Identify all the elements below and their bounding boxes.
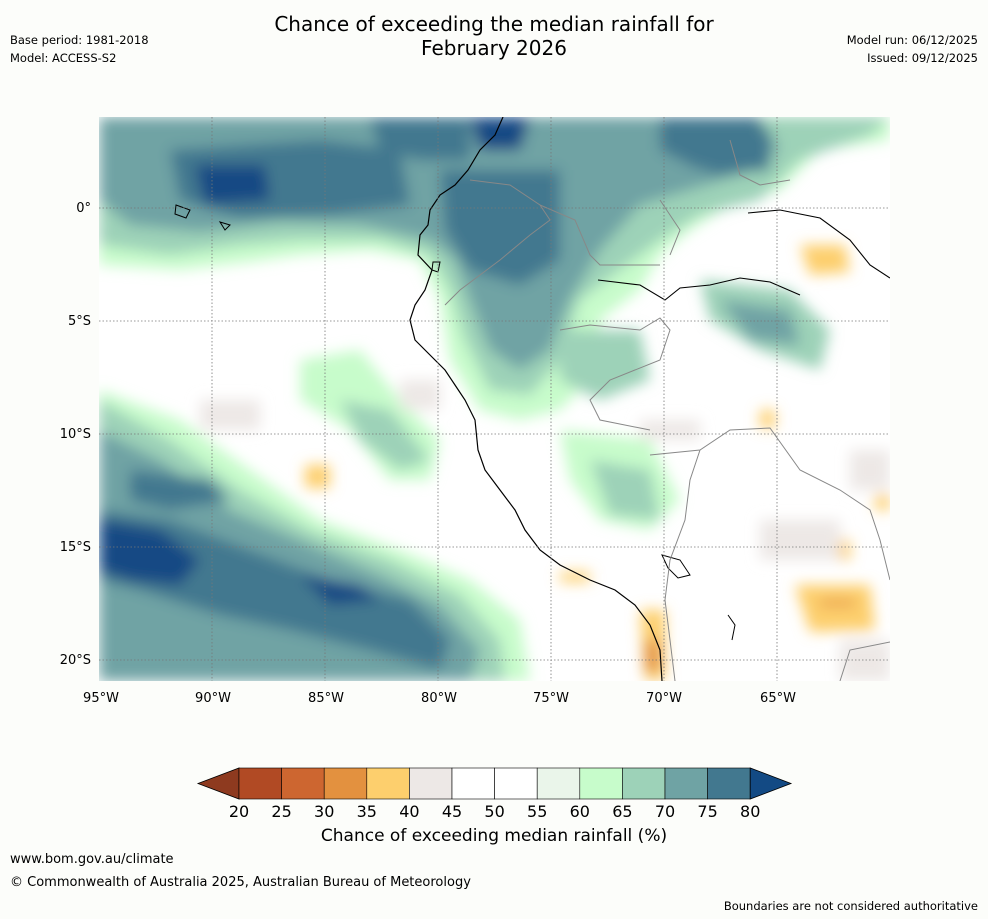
colorbar-segment — [707, 767, 751, 800]
lon-label-70w: 70°W — [646, 691, 682, 706]
lon-label-75w: 75°W — [533, 691, 569, 706]
colorbar-tick-label: 25 — [271, 802, 291, 821]
colorbar-segment — [366, 767, 410, 800]
colorbar-segment — [451, 767, 495, 800]
colorbar-segment — [238, 767, 282, 800]
map-title: Chance of exceeding the median rainfall … — [0, 12, 988, 60]
issued-text: Issued: 09/12/2025 — [867, 51, 978, 65]
colorbar-segment — [664, 767, 708, 800]
colorbar-tick-label: 35 — [357, 802, 377, 821]
lon-label-90w: 90°W — [195, 691, 231, 706]
colorbar-segment — [579, 767, 623, 800]
model-text: Model: ACCESS-S2 — [10, 51, 117, 65]
lat-label-0: 0° — [76, 201, 91, 216]
colorbar-segment — [409, 767, 453, 800]
colorbar-tick-label: 40 — [399, 802, 419, 821]
colorbar-segment — [622, 767, 666, 800]
colorbar-segment — [281, 767, 325, 800]
colorbar-tick-label: 45 — [442, 802, 462, 821]
colorbar-tick-label: 80 — [740, 802, 760, 821]
colorbar-tick-label: 50 — [484, 802, 504, 821]
lon-label-65w: 65°W — [760, 691, 796, 706]
colorbar-tick-label: 30 — [314, 802, 334, 821]
map-title-line1: Chance of exceeding the median rainfall … — [274, 12, 714, 36]
map-title-line2: February 2026 — [421, 36, 567, 60]
rainfall-probability-field — [99, 117, 890, 681]
lat-label-20s: 20°S — [60, 653, 91, 668]
lon-label-80w: 80°W — [421, 691, 457, 706]
lon-label-95w: 95°W — [83, 691, 119, 706]
colorbar-tick-label: 55 — [527, 802, 547, 821]
base-period-text: Base period: 1981-2018 — [10, 33, 149, 47]
lat-label-5s: 5°S — [68, 314, 91, 329]
graticule — [99, 117, 890, 681]
colorbar-tick-label: 20 — [229, 802, 249, 821]
colorbar: 20 25 30 35 40 45 50 55 60 65 70 75 80 — [196, 767, 793, 821]
colorbar-under-arrow — [196, 767, 240, 800]
model-run-text: Model run: 06/12/2025 — [846, 33, 978, 47]
colorbar-segment — [494, 767, 538, 800]
colorbar-segment — [536, 767, 581, 800]
colorbar-tick-label: 70 — [655, 802, 675, 821]
colorbar-tick-label: 60 — [570, 802, 590, 821]
colorbar-title: Chance of exceeding median rainfall (%) — [320, 826, 668, 846]
lat-label-10s: 10°S — [60, 427, 91, 442]
bom-link[interactable]: www.bom.gov.au/climate — [10, 852, 174, 867]
lat-label-15s: 15°S — [60, 540, 91, 555]
lon-label-85w: 85°W — [308, 691, 344, 706]
colorbar-segment — [323, 767, 368, 800]
copyright-text: © Commonwealth of Australia 2025, Austra… — [10, 875, 471, 890]
colorbar-tick-label: 65 — [612, 802, 632, 821]
colorbar-tick-label: 75 — [697, 802, 717, 821]
colorbar-over-arrow — [749, 767, 793, 800]
boundaries-note: Boundaries are not considered authoritat… — [723, 899, 978, 913]
